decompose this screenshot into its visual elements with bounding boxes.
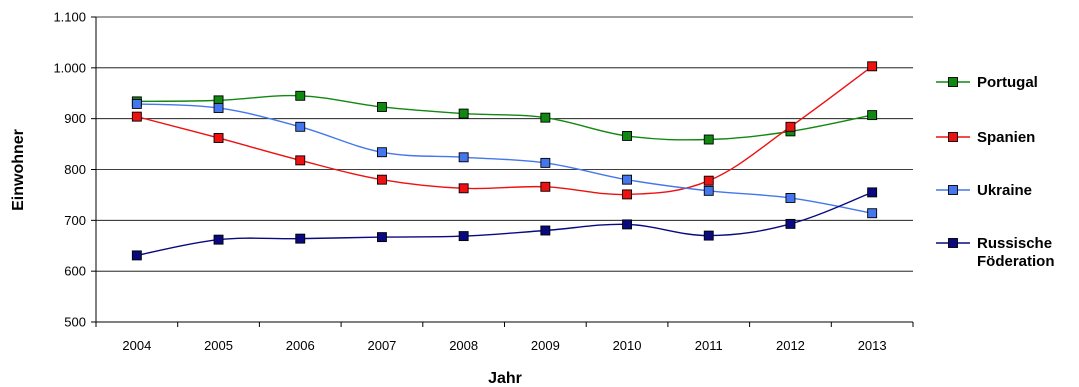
x-tick-labels: 2004 2005 2006 2007 2008 2009 2010 2011 2012 2013 [122,338,886,353]
axes [91,16,914,327]
x-tick-label: 2013 [858,338,887,353]
data-point-portugal-2007 [377,102,387,112]
series-line-spanien [136,65,873,196]
x-tick-label: 2011 [695,338,723,353]
data-point-russische-f-deration-2010 [622,219,632,230]
data-point-spanien-2013 [867,61,878,72]
series-line-ukraine [136,103,873,214]
x-tick-label: 2009 [531,338,560,353]
data-point-ukraine-2004 [131,98,142,109]
y-tick-label: 600 [64,264,86,279]
data-point-portugal-2010 [622,130,632,141]
data-point-portugal-2006 [295,90,306,101]
data-point-russische-f-deration-2012 [785,218,796,229]
data-point-russische-f-deration-2008 [458,231,469,242]
y-tick-label: 500 [64,315,86,330]
x-tick-label: 2007 [367,338,396,353]
data-point-spanien-2005 [213,133,224,143]
y-tick-label: 700 [64,213,86,228]
series-russische-f-deration [131,187,878,261]
legend-item-portugal: Portugal [936,74,1038,91]
legend-label: Russische [977,235,1052,252]
data-point-spanien-2009 [540,181,551,192]
data-point-portugal-2013 [867,110,878,121]
data-point-portugal-2008 [458,108,469,119]
series-ukraine [131,98,878,219]
data-point-spanien-2007 [377,174,387,185]
x-tick-label: 2010 [613,338,642,353]
data-point-russische-f-deration-2006 [295,233,306,244]
series-portugal [131,90,878,145]
y-tick-labels: 500 600 700 800 900 1.000 1.100 [53,10,86,330]
legend-marker [948,185,958,195]
x-tick-label: 2004 [122,338,151,353]
data-point-spanien-2010 [622,189,632,200]
data-point-russische-f-deration-2011 [703,230,714,241]
x-tick-label: 2008 [449,338,478,353]
series-line-russische-f-deration [136,191,873,257]
data-point-ukraine-2012 [785,193,796,203]
data-point-ukraine-2010 [622,174,632,185]
data-point-ukraine-2006 [295,121,306,132]
data-point-ukraine-2013 [867,208,878,219]
legend-marker [948,238,958,248]
x-tick-label: 2012 [776,338,805,353]
y-axis-title: Einwohner [10,129,27,211]
legend: Portugal Spanien Ukraine RussischeFöderatio… [936,74,1055,270]
series-line-portugal [136,94,873,141]
x-tick-label: 2006 [286,338,315,353]
legend-label-line-2: Föderation [977,253,1055,270]
legend-label: Ukraine [977,182,1032,199]
data-point-spanien-2011 [703,175,714,186]
data-point-spanien-2012 [785,121,796,132]
legend-label: Spanien [977,129,1035,146]
series-group [131,61,878,261]
data-point-ukraine-2011 [703,185,714,196]
data-point-russische-f-deration-2005 [213,234,224,245]
data-point-ukraine-2005 [213,103,224,113]
series-spanien [131,61,878,200]
data-point-russische-f-deration-2009 [540,225,551,236]
data-point-spanien-2008 [458,183,469,194]
data-point-ukraine-2008 [458,152,469,163]
data-point-russische-f-deration-2013 [867,187,878,198]
legend-label: Portugal [977,74,1038,91]
x-axis-title: Jahr [488,370,522,387]
data-point-spanien-2006 [295,155,306,166]
data-point-ukraine-2009 [540,157,551,168]
legend-item-ukraine: Ukraine [936,182,1032,199]
x-tick-label: 2005 [204,338,233,353]
data-point-russische-f-deration-2004 [131,250,142,261]
data-point-portugal-2011 [703,134,714,145]
y-tick-label: 1.100 [53,10,86,25]
gridlines [96,16,913,272]
legend-marker [948,77,958,87]
y-tick-label: 800 [64,162,86,177]
data-point-spanien-2004 [131,111,142,122]
y-tick-label: 900 [64,111,86,126]
y-tick-label: 1.000 [53,60,86,75]
legend-item-spanien: Spanien [936,129,1035,146]
legend-item-russische-f-deration: RussischeFöderationRussische Föderation [936,235,1055,270]
data-point-portugal-2009 [540,112,551,123]
legend-marker [948,132,958,142]
data-point-ukraine-2007 [377,147,387,158]
data-point-russische-f-deration-2007 [377,232,387,243]
